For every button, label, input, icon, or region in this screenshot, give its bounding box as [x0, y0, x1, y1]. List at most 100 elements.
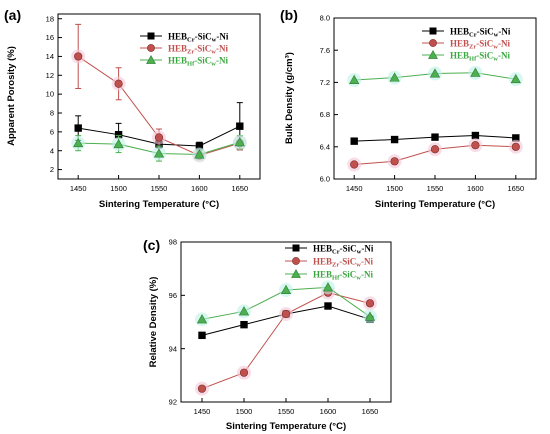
- x-tick-label: 1650: [231, 184, 248, 193]
- data-point: [236, 122, 244, 130]
- x-tick-label: 1650: [362, 407, 379, 416]
- data-point: [322, 282, 334, 292]
- data-point: [238, 306, 250, 316]
- x-tick-label: 1450: [70, 184, 87, 193]
- data-point: [471, 131, 480, 140]
- data-point: [365, 299, 375, 308]
- y-tick-label: 94: [169, 344, 177, 353]
- legend-label: HEBHf-SiCw-Ni: [168, 55, 228, 67]
- legend-marker: [291, 268, 301, 278]
- data-point: [510, 73, 521, 84]
- y-tick-label: 12: [46, 71, 54, 80]
- x-axis-title: Sintering Temperature (°C): [226, 421, 346, 432]
- data-point: [349, 74, 360, 84]
- data-point: [364, 311, 376, 321]
- y-tick-label: 10: [46, 90, 54, 99]
- y-tick-label: 6.8: [320, 110, 330, 119]
- legend-marker: [292, 244, 300, 252]
- series-2: [71, 135, 247, 162]
- data-point: [74, 52, 83, 61]
- y-tick-label: 14: [46, 52, 54, 61]
- x-tick-label: 1550: [278, 407, 295, 416]
- x-tick-label: 1600: [320, 407, 337, 416]
- series-2: [347, 65, 523, 87]
- data-point: [390, 135, 399, 144]
- chart-panel-2: (c) 1450 1500 1550 1600 1650 92 94 96 98 Sintering…: [143, 237, 392, 432]
- data-point: [154, 133, 164, 142]
- x-tick-label: 1500: [236, 407, 253, 416]
- data-point: [471, 141, 480, 150]
- panel-label: (b): [280, 7, 298, 23]
- data-point: [389, 72, 400, 82]
- panel-label: (c): [143, 237, 160, 253]
- data-point: [198, 331, 206, 340]
- x-tick-label: 1600: [191, 184, 208, 193]
- legend-marker: [292, 257, 300, 265]
- legend-label: HEBHf-SiCw-Ni: [450, 50, 510, 62]
- legend-marker: [428, 49, 438, 59]
- y-tick-label: 6.4: [320, 142, 330, 151]
- data-point: [324, 302, 332, 310]
- y-tick-label: 18: [46, 14, 54, 23]
- y-axis-title: Apparent Porosity (%): [6, 46, 17, 146]
- series-0: [350, 131, 520, 145]
- y-tick-label: 8.0: [320, 14, 330, 23]
- y-tick-label: 6.0: [320, 175, 330, 184]
- x-tick-label: 1550: [427, 184, 444, 193]
- legend-label: HEBCr-SiCw-Ni: [168, 31, 229, 43]
- x-tick-label: 1550: [151, 184, 168, 193]
- legend-label: HEBCr-SiCw-Ni: [313, 243, 374, 255]
- y-tick-label: 2: [50, 165, 54, 174]
- chart-panel-1: (b) 1450 1500 1550 1600 1650 6.0 6.4 6.8 7.2 7.6 8.…: [280, 7, 537, 210]
- data-point: [153, 148, 165, 158]
- series-1: [195, 285, 377, 396]
- data-point: [350, 137, 358, 145]
- x-tick-label: 1450: [346, 184, 363, 193]
- panel-label: (a): [4, 7, 21, 23]
- data-point: [234, 137, 245, 147]
- data-point: [430, 145, 440, 154]
- data-point: [114, 79, 123, 88]
- y-tick-label: 4: [50, 146, 54, 155]
- y-tick-label: 96: [169, 291, 177, 300]
- data-point: [511, 142, 520, 151]
- series-1: [347, 138, 523, 172]
- x-tick-label: 1650: [507, 184, 524, 193]
- data-point: [194, 149, 205, 159]
- data-point: [431, 133, 439, 141]
- y-tick-label: 98: [169, 238, 177, 247]
- data-point: [196, 314, 208, 324]
- y-tick-label: 8: [50, 109, 54, 118]
- legend-label: HEBHf-SiCw-Ni: [313, 269, 373, 281]
- legend-marker: [147, 32, 155, 40]
- legend-marker: [429, 39, 437, 47]
- data-point: [239, 368, 249, 377]
- x-axis-title: Sintering Temperature (°C): [99, 199, 219, 210]
- legend-marker: [147, 44, 155, 52]
- x-tick-label: 1600: [467, 184, 484, 193]
- legend-marker: [429, 27, 437, 35]
- x-tick-label: 1450: [194, 407, 211, 416]
- data-point: [390, 157, 399, 166]
- data-point: [470, 67, 481, 77]
- y-tick-label: 16: [46, 33, 54, 42]
- y-tick-label: 92: [169, 398, 177, 407]
- data-point: [350, 160, 359, 169]
- x-tick-label: 1500: [110, 184, 127, 193]
- data-point: [281, 309, 291, 319]
- legend-marker: [146, 54, 156, 64]
- legend-label: HEBZr-SiCw-Ni: [168, 43, 228, 55]
- series-2: [195, 280, 377, 327]
- data-point: [74, 124, 82, 132]
- x-tick-label: 1500: [386, 184, 403, 193]
- legend-label: HEBZr-SiCw-Ni: [450, 38, 510, 50]
- y-axis-title: Bulk Density (g/cm³): [284, 52, 295, 144]
- y-tick-label: 7.2: [320, 78, 330, 87]
- data-point: [113, 138, 124, 149]
- y-tick-label: 6: [50, 127, 54, 136]
- legend-label: HEBZr-SiCw-Ni: [313, 256, 373, 268]
- y-tick-label: 7.6: [320, 46, 330, 55]
